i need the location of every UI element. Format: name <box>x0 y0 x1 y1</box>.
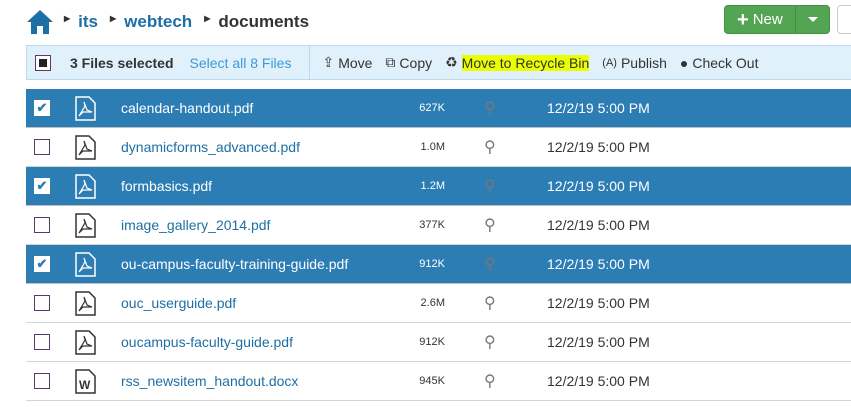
copy-label: Copy <box>399 54 433 71</box>
move-button[interactable]: ⇪ Move <box>322 54 372 71</box>
file-name-link[interactable]: oucampus-faculty-guide.pdf <box>121 334 293 350</box>
new-label: New <box>752 11 783 28</box>
file-name-link[interactable]: image_gallery_2014.pdf <box>121 217 271 233</box>
pdf-file-icon <box>75 329 96 355</box>
file-name-link[interactable]: ou-campus-faculty-training-guide.pdf <box>121 256 349 272</box>
file-date: 12/2/19 5:00 PM <box>547 139 650 155</box>
breadcrumb: ▶ its ▶ webtech ▶ documents <box>26 8 309 36</box>
pdf-file-icon <box>75 290 96 316</box>
file-date: 12/2/19 5:00 PM <box>547 373 650 389</box>
row-checkbox[interactable] <box>34 334 50 350</box>
divider <box>309 46 311 79</box>
lightbulb-icon[interactable]: ⚲ <box>484 178 496 195</box>
caret-icon: ▶ <box>110 13 117 23</box>
caret-icon: ▶ <box>204 13 211 23</box>
file-date: 12/2/19 5:00 PM <box>547 100 650 116</box>
file-date: 12/2/19 5:00 PM <box>547 217 650 233</box>
recycle-button[interactable]: ♻ Move to Recycle Bin <box>445 54 590 71</box>
file-row[interactable]: image_gallery_2014.pdf 377K ⚲ 12/2/19 5:… <box>26 206 851 245</box>
move-label: Move <box>338 54 373 71</box>
file-size: 377K <box>419 219 445 231</box>
lightbulb-icon[interactable]: ⚲ <box>484 217 496 234</box>
lightbulb-icon[interactable]: ⚲ <box>484 139 496 156</box>
file-name-link[interactable]: formbasics.pdf <box>121 178 213 194</box>
file-size: 912K <box>419 336 445 348</box>
svg-text:W: W <box>79 378 91 392</box>
file-size: 945K <box>419 375 445 387</box>
file-name-link[interactable]: ouc_userguide.pdf <box>121 295 237 311</box>
lightbulb-icon[interactable]: ⚲ <box>484 100 496 117</box>
file-row[interactable]: ouc_userguide.pdf 2.6M ⚲ 12/2/19 5:00 PM <box>26 284 851 323</box>
file-name-link[interactable]: calendar-handout.pdf <box>121 100 254 116</box>
copy-icon: ⧉ <box>385 54 396 70</box>
select-partial-checkbox[interactable] <box>35 54 51 71</box>
file-date: 12/2/19 5:00 PM <box>547 295 650 311</box>
file-date: 12/2/19 5:00 PM <box>547 178 650 194</box>
file-date: 12/2/19 5:00 PM <box>547 334 650 350</box>
file-row[interactable]: oucampus-faculty-guide.pdf 912K ⚲ 12/2/1… <box>26 323 851 362</box>
lightbulb-icon: ● <box>679 54 689 71</box>
home-icon[interactable] <box>26 9 54 35</box>
lightbulb-icon[interactable]: ⚲ <box>484 256 496 273</box>
checkout-button[interactable]: ● Check Out <box>680 55 759 71</box>
new-button[interactable]: + New <box>725 6 796 33</box>
word-file-icon: W <box>75 368 96 394</box>
breadcrumb-webtech[interactable]: webtech <box>124 12 193 31</box>
pdf-file-icon <box>75 212 96 238</box>
pdf-file-icon <box>75 173 96 199</box>
select-all-link[interactable]: Select all 8 Files <box>189 54 292 71</box>
selection-toolbar: 3 Files selected Select all 8 Files ⇪ Mov… <box>26 45 851 80</box>
file-row[interactable]: ✔ calendar-handout.pdf 627K ⚲ 12/2/19 5:… <box>26 89 851 128</box>
pdf-file-icon <box>75 134 96 160</box>
publish-label: Publish <box>620 54 667 71</box>
recycle-label: Move to Recycle Bin <box>461 54 590 71</box>
file-row[interactable]: W rss_newsitem_handout.docx 945K ⚲ 12/2/… <box>26 362 851 401</box>
pdf-file-icon <box>75 251 96 277</box>
file-name-link[interactable]: rss_newsitem_handout.docx <box>121 373 299 389</box>
file-list: ✔ calendar-handout.pdf 627K ⚲ 12/2/19 5:… <box>26 89 851 401</box>
row-checkbox[interactable] <box>34 295 50 311</box>
publish-button[interactable]: (A) Publish <box>602 55 667 71</box>
file-size: 627K <box>419 102 445 114</box>
file-row[interactable]: ✔ ou-campus-faculty-training-guide.pdf 9… <box>26 245 851 284</box>
breadcrumb-current: documents <box>218 12 310 31</box>
file-row[interactable]: dynamicforms_advanced.pdf 1.0M ⚲ 12/2/19… <box>26 128 851 167</box>
plus-icon: + <box>737 8 749 31</box>
new-button-group: + New <box>724 5 830 34</box>
row-checkbox[interactable]: ✔ <box>34 256 50 272</box>
file-date: 12/2/19 5:00 PM <box>547 256 650 272</box>
file-size: 2.6M <box>420 297 445 309</box>
caret-icon: ▶ <box>64 13 71 23</box>
row-checkbox[interactable]: ✔ <box>34 178 50 194</box>
file-name-link[interactable]: dynamicforms_advanced.pdf <box>121 139 300 155</box>
checkout-label: Check Out <box>692 54 759 71</box>
file-row[interactable]: ✔ formbasics.pdf 1.2M ⚲ 12/2/19 5:00 PM <box>26 167 851 206</box>
row-checkbox[interactable] <box>34 139 50 155</box>
selected-count: 3 Files selected <box>70 54 174 71</box>
secondary-button[interactable] <box>837 5 851 34</box>
caret-down-icon <box>807 17 818 22</box>
broadcast-icon: (A) <box>602 56 617 69</box>
lightbulb-icon[interactable]: ⚲ <box>484 373 496 390</box>
lightbulb-icon[interactable]: ⚲ <box>484 334 496 351</box>
row-checkbox[interactable]: ✔ <box>34 100 50 116</box>
copy-button[interactable]: ⧉ Copy <box>385 54 432 71</box>
recycle-icon: ♻ <box>445 54 458 70</box>
pdf-file-icon <box>75 95 96 121</box>
file-size: 1.0M <box>420 141 445 153</box>
row-checkbox[interactable] <box>34 217 50 233</box>
lightbulb-icon[interactable]: ⚲ <box>484 295 496 312</box>
new-dropdown-button[interactable] <box>796 6 829 33</box>
row-checkbox[interactable] <box>34 373 50 389</box>
breadcrumb-its[interactable]: its <box>78 12 98 31</box>
file-size: 1.2M <box>420 180 445 192</box>
file-size: 912K <box>419 258 445 270</box>
share-icon: ⇪ <box>322 54 335 70</box>
